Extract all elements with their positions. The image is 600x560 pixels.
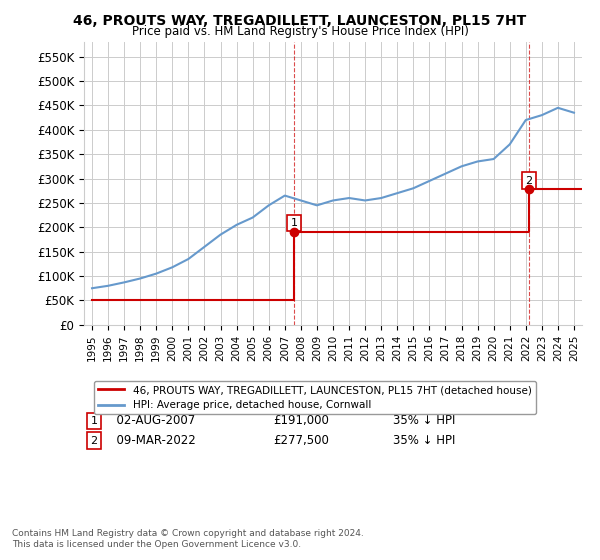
Text: 46, PROUTS WAY, TREGADILLETT, LAUNCESTON, PL15 7HT: 46, PROUTS WAY, TREGADILLETT, LAUNCESTON… bbox=[73, 14, 527, 28]
Text: 1: 1 bbox=[290, 218, 298, 228]
Text: 1: 1 bbox=[91, 416, 97, 426]
Text: £277,500: £277,500 bbox=[273, 434, 329, 447]
Text: 09-MAR-2022: 09-MAR-2022 bbox=[109, 434, 196, 447]
Legend: 46, PROUTS WAY, TREGADILLETT, LAUNCESTON, PL15 7HT (detached house), HPI: Averag: 46, PROUTS WAY, TREGADILLETT, LAUNCESTON… bbox=[94, 381, 536, 414]
Text: 2: 2 bbox=[91, 436, 98, 446]
Text: 35% ↓ HPI: 35% ↓ HPI bbox=[393, 414, 455, 427]
Text: 02-AUG-2007: 02-AUG-2007 bbox=[109, 414, 195, 427]
Text: Price paid vs. HM Land Registry's House Price Index (HPI): Price paid vs. HM Land Registry's House … bbox=[131, 25, 469, 38]
Text: 2: 2 bbox=[525, 176, 532, 186]
Text: £191,000: £191,000 bbox=[273, 414, 329, 427]
Text: Contains HM Land Registry data © Crown copyright and database right 2024.
This d: Contains HM Land Registry data © Crown c… bbox=[12, 529, 364, 549]
Text: 35% ↓ HPI: 35% ↓ HPI bbox=[393, 434, 455, 447]
